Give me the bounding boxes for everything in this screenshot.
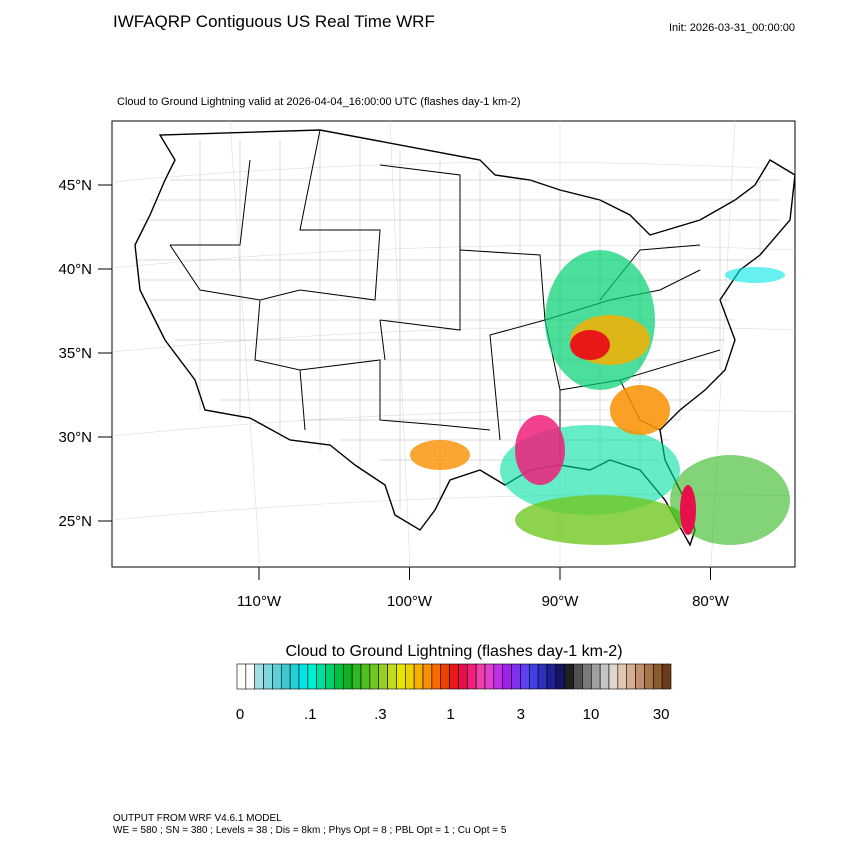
lat-label: 25°N: [58, 513, 92, 530]
colorbar-cell: [272, 663, 282, 690]
colorbar-cell: [537, 663, 548, 690]
colorbar-cell: [334, 663, 344, 690]
colorbar-cell: [316, 663, 326, 690]
colorbar-cell: [484, 663, 495, 690]
colorbar-cell: [440, 663, 450, 690]
colorbar-cell: [502, 663, 512, 690]
colorbar-label: 10: [583, 706, 600, 723]
lat-label: 40°N: [58, 261, 92, 278]
colorbar-label: 3: [517, 706, 525, 723]
lon-label: 110°W: [237, 593, 282, 610]
colorbar-cell: [635, 663, 645, 690]
init-time: Init: 2026-03-31_00:00:00: [669, 22, 795, 34]
colorbar-label: .1: [304, 706, 317, 723]
colorbar-cell: [289, 663, 300, 690]
colorbar-cell: [590, 663, 601, 690]
colorbar-cell: [245, 663, 256, 690]
map: 45°N 40°N 35°N 30°N 25°N 110°W 100°W 90°W 80°W: [58, 120, 796, 610]
colorbar: 0 .1 .3 1 3 10 30: [236, 663, 672, 723]
colorbar-cell: [351, 663, 362, 690]
colorbar-cell: [413, 663, 424, 690]
colorbar-cell: [528, 663, 539, 690]
colorbar-label: 1: [446, 706, 454, 723]
lon-label: 80°W: [692, 593, 730, 610]
colorbar-cell: [298, 663, 309, 690]
lon-label: 90°W: [542, 593, 580, 610]
footer-line: OUTPUT FROM WRF V4.6.1 MODEL: [113, 813, 282, 824]
colorbar-cell: [254, 663, 264, 690]
colorbar-cell: [546, 663, 557, 690]
colorbar-cell: [431, 663, 442, 690]
colorbar-cell: [644, 663, 654, 690]
colorbar-cell: [475, 663, 486, 690]
colorbar-cell: [387, 663, 397, 690]
colorbar-cell: [617, 663, 628, 690]
colorbar-label: 30: [653, 706, 670, 723]
colorbar-cell: [652, 663, 663, 690]
colorbar-label: .3: [374, 706, 387, 723]
colorbar-cell: [626, 663, 636, 690]
colorbar-cell: [458, 663, 468, 690]
colorbar-title: Cloud to Ground Lightning (flashes day-1…: [285, 643, 622, 660]
colorbar-label: 0: [236, 706, 244, 723]
colorbar-cell: [396, 663, 406, 690]
colorbar-cell: [608, 663, 619, 690]
colorbar-cell: [520, 663, 530, 690]
colorbar-cell: [661, 663, 672, 690]
colorbar-cell: [360, 663, 371, 690]
colorbar-cell: [422, 663, 433, 690]
colorbar-cell: [555, 663, 566, 690]
colorbar-cell: [378, 663, 388, 690]
colorbar-cell: [404, 663, 415, 690]
colorbar-cell: [325, 663, 335, 690]
lightning-field: [410, 250, 790, 545]
colorbar-cell: [564, 663, 574, 690]
colorbar-cell: [449, 663, 459, 690]
lat-label: 30°N: [58, 429, 92, 446]
colorbar-cell: [369, 663, 380, 690]
footer-line: WE = 580 ; SN = 380 ; Levels = 38 ; Dis …: [113, 825, 507, 836]
colorbar-cell: [466, 663, 477, 690]
colorbar-cell: [599, 663, 610, 690]
colorbar-cell: [493, 663, 504, 690]
us-outline: [134, 129, 795, 547]
colorbar-cell: [582, 663, 592, 690]
lat-label: 45°N: [58, 177, 92, 194]
colorbar-cell: [280, 663, 291, 690]
colorbar-cell: [511, 663, 521, 690]
lon-label: 100°W: [387, 593, 433, 610]
title: IWFAQRP Contiguous US Real Time WRF: [113, 12, 435, 31]
colorbar-cell: [573, 663, 583, 690]
lat-label: 35°N: [58, 345, 92, 362]
colorbar-cell: [236, 663, 247, 690]
colorbar-cell: [307, 663, 318, 690]
map-subtitle: Cloud to Ground Lightning valid at 2026-…: [117, 96, 521, 108]
colorbar-cell: [263, 663, 273, 690]
colorbar-cell: [342, 663, 353, 690]
